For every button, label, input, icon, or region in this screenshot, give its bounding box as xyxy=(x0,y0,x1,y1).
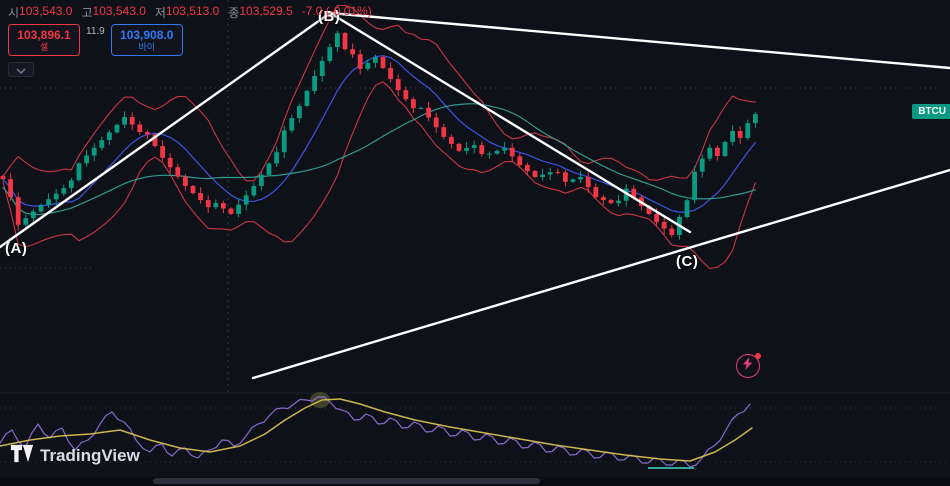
sell-button[interactable]: 103,896.1 셀 xyxy=(8,24,80,56)
chevron-down-icon xyxy=(16,61,26,79)
buy-button[interactable]: 103,908.0 바이 xyxy=(110,24,183,56)
buy-label: 바이 xyxy=(138,42,156,52)
watermark-text: TradingView xyxy=(40,446,140,465)
close-value: 종 103,529.5 xyxy=(228,4,293,20)
notification-dot xyxy=(755,353,761,359)
wave-label-a[interactable]: (A) xyxy=(5,240,28,257)
collapse-panel-button[interactable] xyxy=(8,62,34,77)
tradingview-logo-icon xyxy=(10,444,34,468)
ohlc-legend: 시 103,543.0 고 103,543.0 저 103,513.0 종 103,52… xyxy=(8,4,372,21)
price-change: -7.0 (-0.01%) xyxy=(301,4,372,18)
low-value: 저 103,513.0 xyxy=(154,4,220,20)
spread-value: 11.9 xyxy=(86,26,105,37)
boost-button[interactable] xyxy=(736,353,761,378)
trade-panel: 103,896.1 셀 11.9 103,908.0 바이 xyxy=(8,24,183,56)
lightning-icon xyxy=(742,357,754,375)
high-value: 고 103,543.0 xyxy=(81,4,146,20)
horizontal-scrollbar[interactable] xyxy=(153,478,540,484)
open-value: 시 103,543.0 xyxy=(8,4,73,20)
sell-label: 셀 xyxy=(39,42,49,52)
symbol-price-badge: BTCU xyxy=(912,104,950,119)
tradingview-watermark[interactable]: TradingView xyxy=(10,444,140,468)
buy-price: 103,908.0 xyxy=(120,28,174,42)
wave-label-b[interactable]: (B) xyxy=(318,8,341,25)
sell-price: 103,896.1 xyxy=(17,28,71,42)
wave-label-c[interactable]: (C) xyxy=(676,253,699,270)
